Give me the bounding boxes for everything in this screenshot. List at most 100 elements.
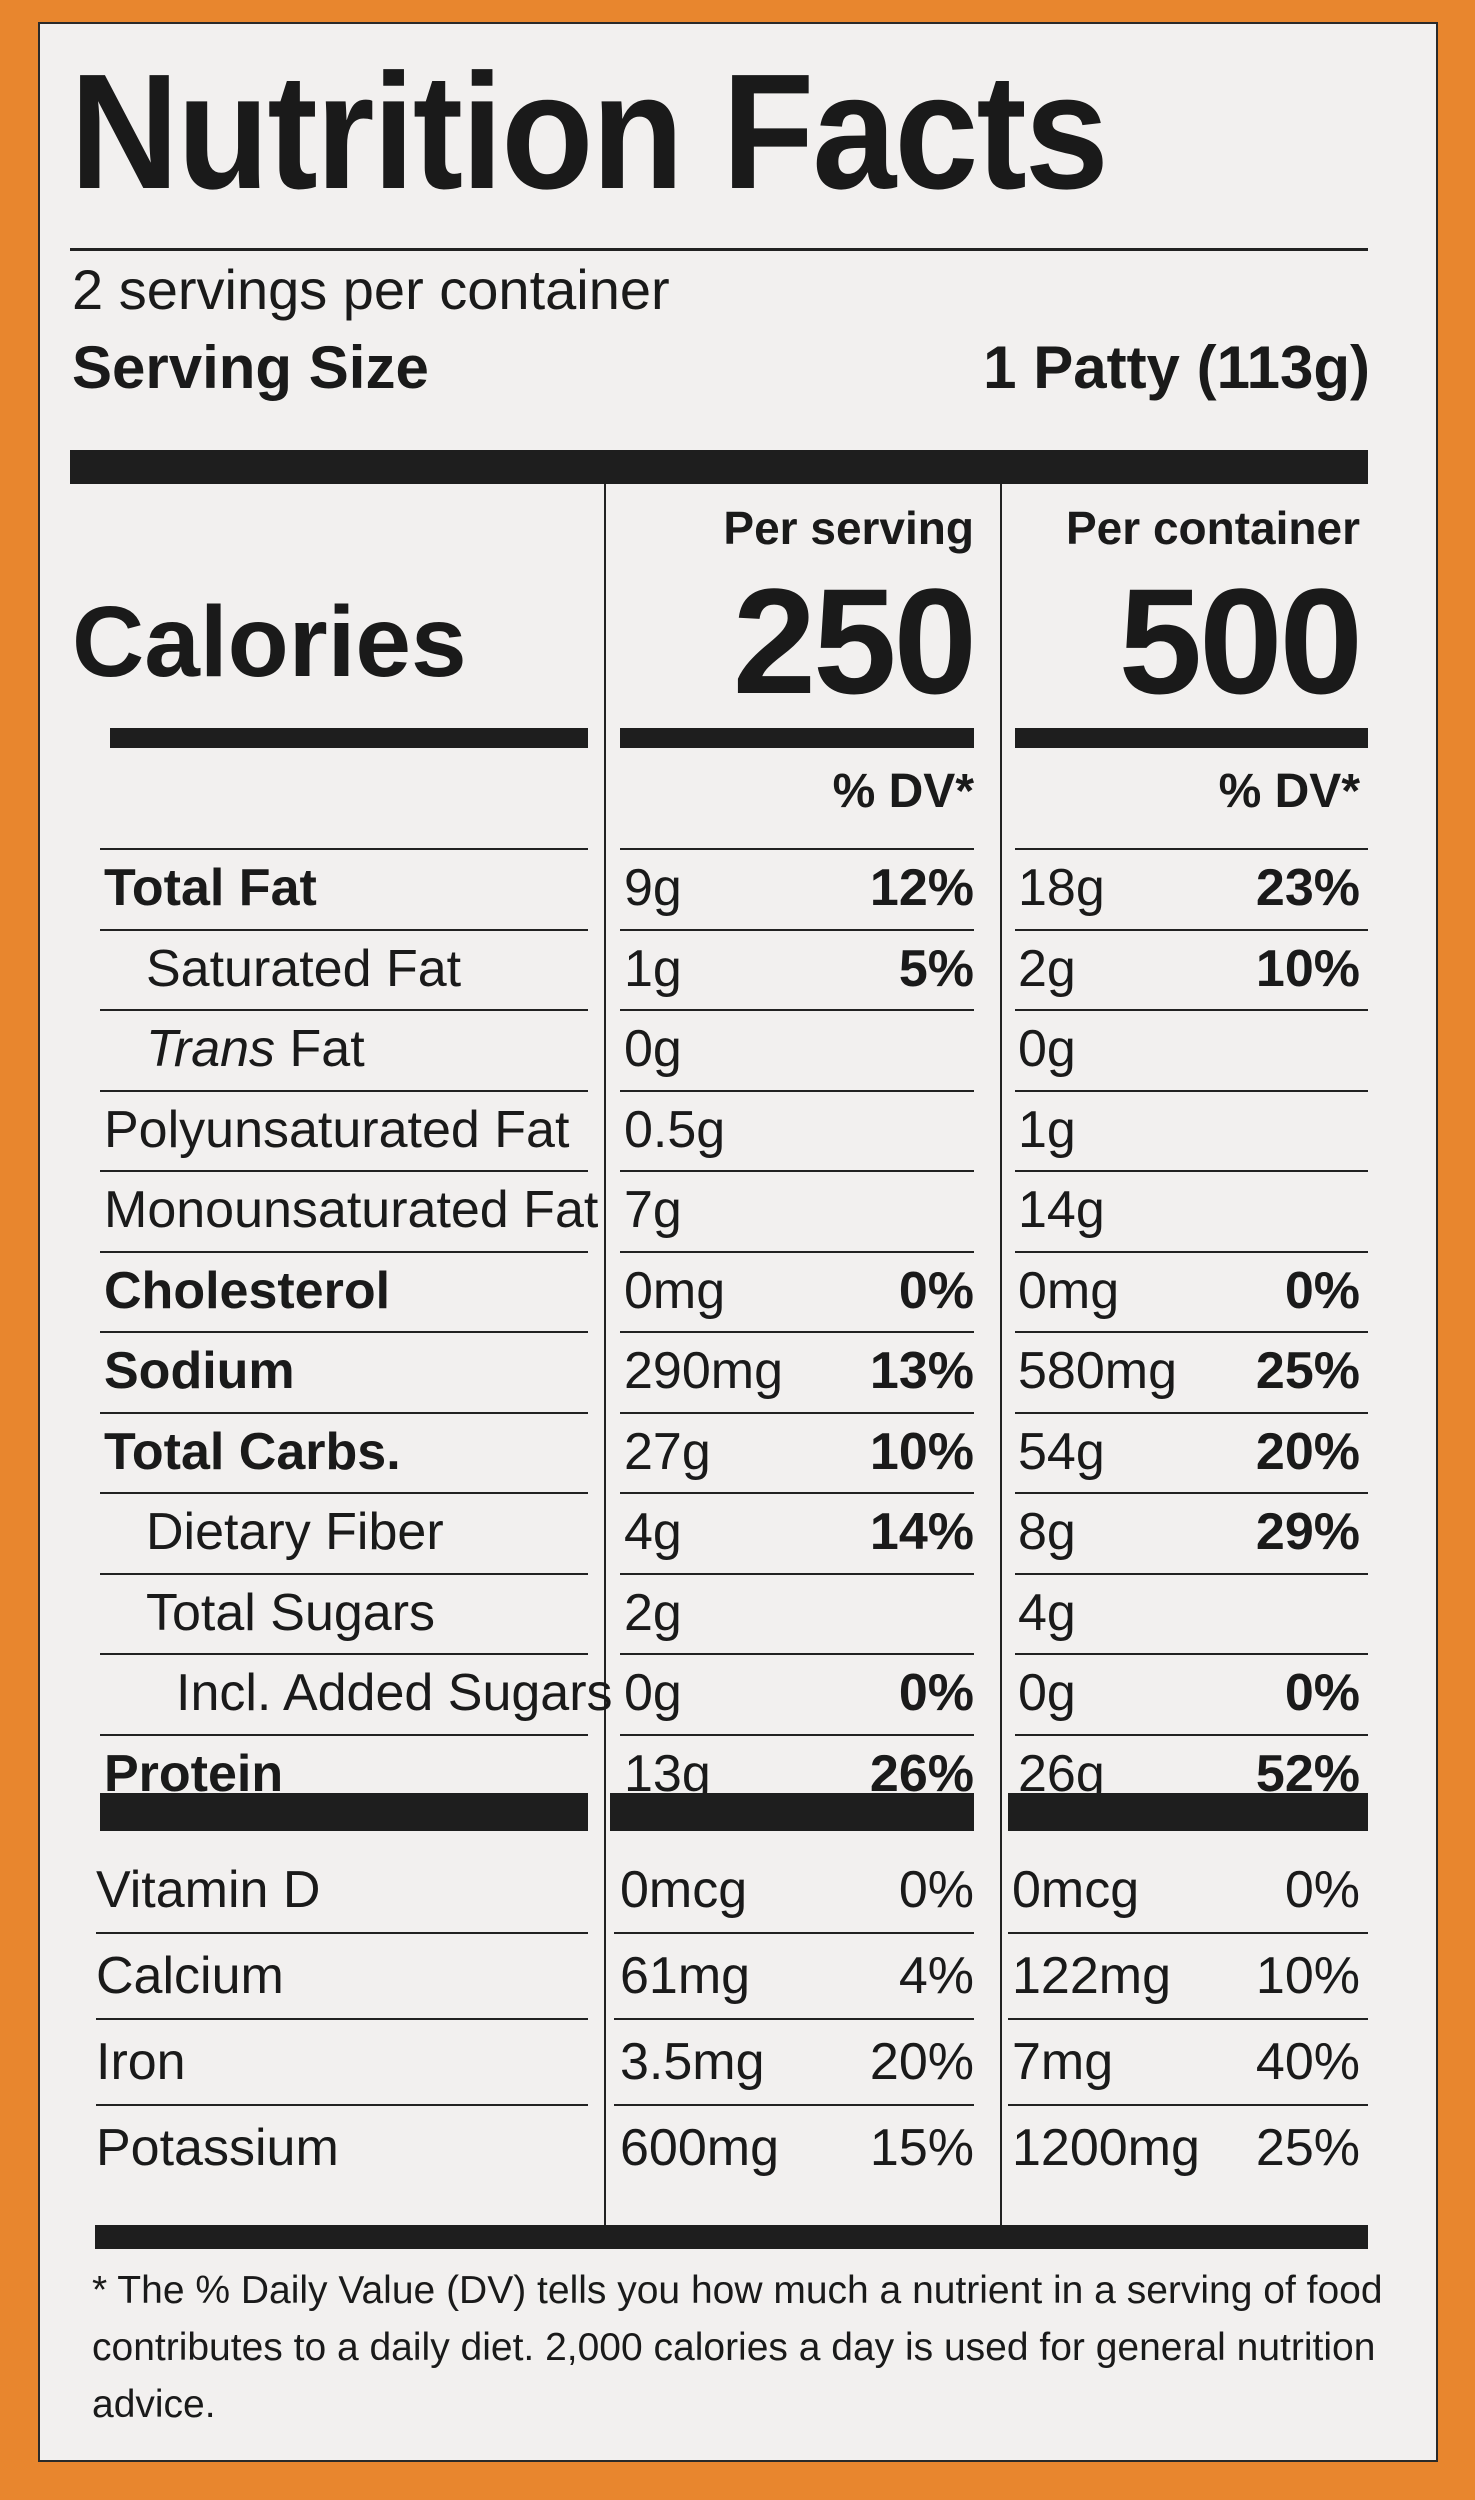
nutrient-name: Total Sugars — [146, 1583, 436, 1642]
serving-size-value: 1 Patty (113g) — [983, 334, 1370, 401]
row-divider — [1015, 1089, 1368, 1092]
daily-value-footnote: * The % Daily Value (DV) tells you how m… — [92, 2269, 1383, 2426]
row-divider — [620, 1411, 974, 1414]
row-divider — [1008, 2018, 1368, 2020]
serving-dv: 5% — [898, 939, 974, 998]
container-amount: 18g — [1018, 859, 1105, 917]
nutrient-name: Trans Fat — [146, 1020, 365, 1078]
table-row: Total Carbs. 27g 10% 54g 20% — [0, 1411, 1475, 1492]
serving-amount: 1g — [624, 939, 682, 998]
container-dv: 40% — [1255, 2033, 1360, 2091]
row-divider — [620, 1250, 974, 1253]
vitamin-section-bar — [100, 1793, 588, 1831]
row-divider — [620, 1331, 974, 1333]
nutrient-name: Cholesterol — [104, 1261, 391, 1320]
container-amount: 0mg — [1018, 1261, 1120, 1320]
row-divider — [1008, 2104, 1368, 2106]
calories-per-container: 500 — [1118, 557, 1363, 725]
container-dv: 25% — [1255, 2119, 1360, 2177]
serving-amount: 13g — [624, 1744, 711, 1803]
dv-header-container: % DV* — [1218, 765, 1360, 818]
container-amount: 4g — [1018, 1583, 1076, 1642]
nutrient-name: Protein — [104, 1744, 284, 1803]
serving-amount: 0.5g — [624, 1100, 726, 1159]
vitamin-section-bar — [610, 1793, 974, 1831]
nutrition-facts-title: Nutrition Facts — [70, 40, 1109, 223]
serving-amount: 3.5mg — [620, 2033, 765, 2091]
divider — [70, 248, 1368, 251]
nutrient-name: Dietary Fiber — [146, 1503, 444, 1561]
container-dv: 10% — [1255, 939, 1360, 998]
bottom-bar — [95, 2225, 1368, 2249]
container-amount: 14g — [1018, 1181, 1105, 1239]
row-divider — [96, 2018, 588, 2020]
serving-amount: 2g — [624, 1583, 682, 1642]
servings-per-container: 2 servings per container — [72, 258, 670, 321]
serving-dv: 15% — [869, 2119, 974, 2177]
vitamin-name: Vitamin D — [96, 1861, 321, 1919]
container-dv: 25% — [1255, 1342, 1360, 1400]
container-amount: 0g — [1018, 1020, 1076, 1078]
calories-bar — [110, 728, 588, 748]
row-divider — [614, 2104, 974, 2106]
row-divider — [620, 848, 974, 850]
serving-dv: 4% — [898, 1947, 974, 2005]
row-divider — [614, 2018, 974, 2020]
row-divider — [100, 1572, 588, 1575]
container-amount: 122mg — [1012, 1947, 1171, 2005]
vitamin-name: Potassium — [96, 2119, 339, 2177]
serving-dv: 20% — [869, 2033, 974, 2091]
serving-amount: 290mg — [624, 1342, 783, 1400]
row-divider — [100, 1492, 588, 1494]
row-divider — [620, 1170, 974, 1172]
container-amount: 0g — [1018, 1664, 1076, 1722]
row-divider — [1015, 1733, 1368, 1736]
serving-amount: 7g — [624, 1181, 682, 1239]
row-divider — [620, 1089, 974, 1092]
table-row: Cholesterol 0mg 0% 0mg 0% — [0, 1250, 1475, 1331]
row-divider — [100, 1250, 588, 1253]
container-dv: 52% — [1255, 1744, 1360, 1803]
serving-amount: 600mg — [620, 2119, 779, 2177]
nutrition-label-panel — [38, 22, 1438, 2462]
table-row: Trans Fat 0g 0g — [0, 1009, 1475, 1089]
nutrient-name-italic: Trans — [146, 1020, 276, 1078]
nutrient-name: Saturated Fat — [146, 939, 462, 998]
row-divider — [100, 928, 588, 931]
nutrient-name: Total Fat — [104, 859, 317, 917]
row-divider — [96, 1932, 588, 1934]
container-dv: 29% — [1255, 1503, 1360, 1561]
row-divider — [100, 1170, 588, 1172]
row-divider — [620, 1009, 974, 1011]
row-divider — [620, 928, 974, 931]
row-divider — [1015, 1250, 1368, 1253]
container-dv: 20% — [1255, 1422, 1360, 1481]
table-row: Protein 13g 26% 26g 52% — [0, 1733, 1475, 1814]
row-divider — [620, 1653, 974, 1655]
serving-amount: 0mg — [624, 1261, 726, 1320]
container-amount: 26g — [1018, 1744, 1105, 1803]
nutrient-name: Polyunsaturated Fat — [104, 1100, 570, 1159]
row-divider — [620, 1572, 974, 1575]
row-divider — [100, 1331, 588, 1333]
serving-amount: 27g — [624, 1422, 711, 1481]
row-divider — [1015, 1331, 1368, 1333]
thick-divider — [70, 450, 1368, 484]
nutrient-name: Monounsaturated Fat — [104, 1181, 599, 1239]
table-row: Incl. Added Sugars 0g 0% 0g 0% — [0, 1653, 1475, 1733]
table-row: Monounsaturated Fat 7g 14g — [0, 1170, 1475, 1250]
row-divider — [1015, 1653, 1368, 1655]
row-divider — [620, 1492, 974, 1494]
table-row: Calcium 61mg 4% 122mg 10% — [0, 1934, 1475, 2020]
serving-amount: 0g — [624, 1664, 682, 1722]
nutrient-name: Total Carbs. — [104, 1422, 401, 1481]
serving-dv: 0% — [898, 1664, 974, 1722]
serving-dv: 0% — [898, 1861, 974, 1919]
row-divider — [620, 1733, 974, 1736]
container-amount: 1200mg — [1012, 2119, 1200, 2177]
dv-header-serving: % DV* — [832, 765, 974, 818]
serving-amount: 4g — [624, 1503, 682, 1561]
row-divider — [100, 1009, 588, 1011]
row-divider — [1015, 848, 1368, 850]
row-divider — [1015, 1572, 1368, 1575]
